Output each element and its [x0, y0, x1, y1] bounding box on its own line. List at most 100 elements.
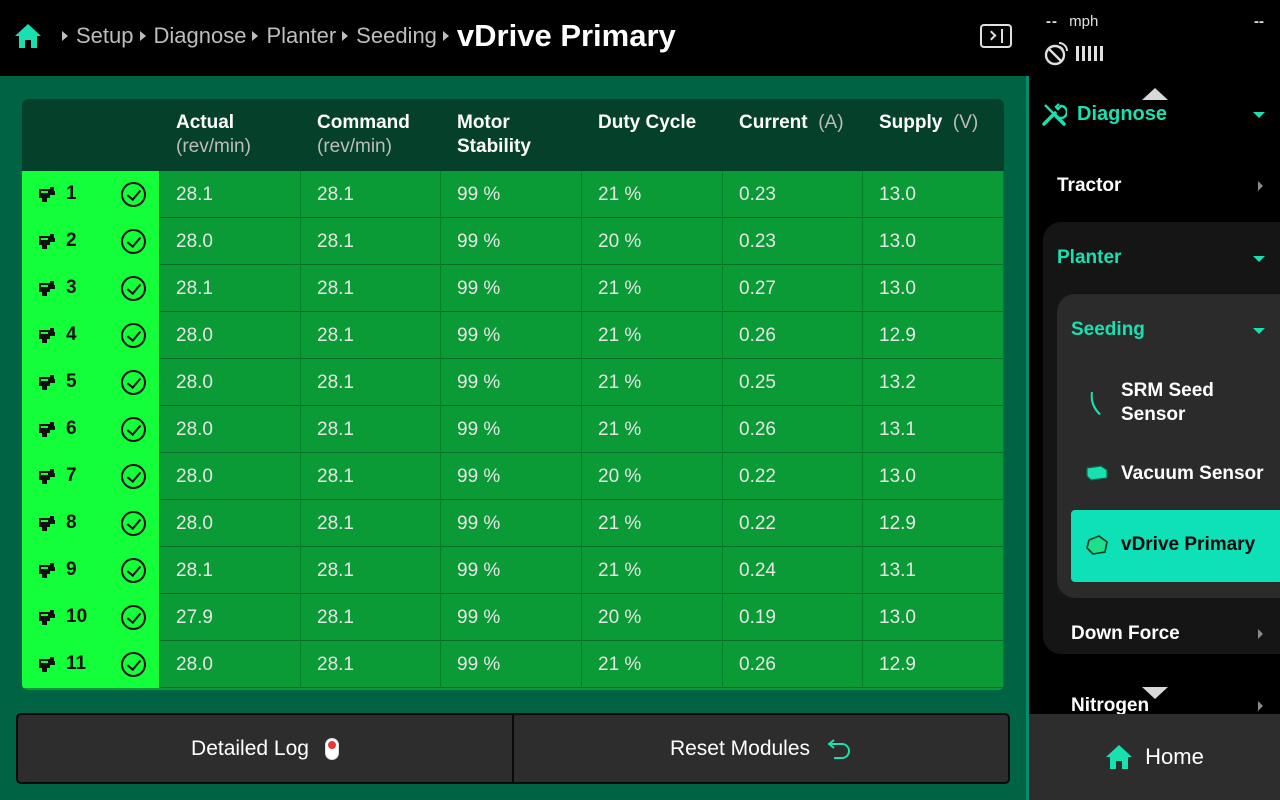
actual-cell: 28.0 [160, 453, 301, 500]
sidebar-item-vacuum-sensor[interactable]: Vacuum Sensor [1121, 463, 1264, 484]
table-row[interactable]: 8 28.0 28.1 99 % 21 % 0.22 12.9 [22, 500, 1004, 547]
row-header: 10 [22, 594, 160, 641]
motor-stability-cell: 99 % [441, 218, 582, 265]
actual-cell: 28.0 [160, 406, 301, 453]
sidebar-item-diagnose-label: Diagnose [1077, 102, 1168, 125]
wrench-screwdriver-icon [1042, 103, 1067, 126]
duty-cycle-cell: 21 % [582, 406, 723, 453]
duty-cycle-cell: 21 % [582, 312, 723, 359]
row-header: 5 [22, 359, 160, 406]
row-number: 10 [66, 606, 88, 627]
supply-cell: 12.9 [863, 312, 1004, 359]
actual-cell: 27.9 [160, 594, 301, 641]
signal-strength-icon [1076, 46, 1103, 61]
home-button[interactable]: Home [1026, 714, 1280, 800]
motor-icon [39, 657, 55, 672]
check-circle-icon [121, 276, 146, 301]
motor-icon [39, 375, 55, 390]
table-row[interactable]: 3 28.1 28.1 99 % 21 % 0.27 13.0 [22, 265, 1004, 312]
current-cell: 0.22 [723, 500, 863, 547]
motor-icon [39, 516, 55, 531]
chevron-right-icon [1258, 181, 1263, 191]
row-header: 8 [22, 500, 160, 547]
supply-cell: 12.9 [863, 500, 1004, 547]
check-circle-icon [121, 417, 146, 442]
chevron-down-icon [1253, 328, 1265, 334]
panel-toggle-icon[interactable] [980, 24, 1012, 48]
scroll-up-icon[interactable] [1142, 88, 1168, 100]
table-row[interactable]: 5 28.0 28.1 99 % 21 % 0.25 13.2 [22, 359, 1004, 406]
supply-cell: 13.1 [863, 406, 1004, 453]
motor-stability-cell: 99 % [441, 406, 582, 453]
status-light-icon [324, 737, 339, 760]
current-cell: 0.24 [723, 547, 863, 594]
supply-cell: 13.1 [863, 547, 1004, 594]
row-header: 1 [22, 171, 160, 218]
column-header-command: Command (rev/min) [317, 112, 410, 157]
motor-stability-cell: 99 % [441, 453, 582, 500]
speed-unit: mph [1069, 13, 1099, 30]
breadcrumb-item-planter[interactable]: Planter [246, 23, 336, 49]
sidebar-item-seeding[interactable]: Seeding [1071, 319, 1145, 340]
vacuum-sensor-icon [1086, 465, 1108, 481]
table-row[interactable]: 10 27.9 28.1 99 % 20 % 0.19 13.0 [22, 594, 1004, 641]
motor-icon [39, 328, 55, 343]
actual-cell: 28.0 [160, 500, 301, 547]
table-row[interactable]: 4 28.0 28.1 99 % 21 % 0.26 12.9 [22, 312, 1004, 359]
row-number: 6 [66, 418, 77, 439]
command-cell: 28.1 [301, 359, 441, 406]
table-row[interactable]: 1 28.1 28.1 99 % 21 % 0.23 13.0 [22, 171, 1004, 218]
sidebar-item-planter[interactable]: Planter [1057, 247, 1122, 268]
row-number: 3 [66, 277, 77, 298]
actual-cell: 28.1 [160, 547, 301, 594]
motor-icon [39, 469, 55, 484]
status-readout-right: -- [1254, 13, 1264, 30]
motor-icon [39, 563, 55, 578]
supply-cell: 13.0 [863, 265, 1004, 312]
current-cell: 0.23 [723, 171, 863, 218]
row-header: 4 [22, 312, 160, 359]
command-cell: 28.1 [301, 594, 441, 641]
scroll-down-icon[interactable] [1142, 687, 1168, 699]
motor-stability-cell: 99 % [441, 547, 582, 594]
command-cell: 28.1 [301, 547, 441, 594]
breadcrumb-item-diagnose[interactable]: Diagnose [134, 23, 246, 49]
motor-stability-cell: 99 % [441, 171, 582, 218]
sidebar-item-tractor[interactable]: Tractor [1057, 175, 1122, 196]
current-cell: 0.22 [723, 453, 863, 500]
column-header-actual: Actual (rev/min) [176, 112, 251, 157]
command-cell: 28.1 [301, 312, 441, 359]
table-row[interactable]: 11 28.0 28.1 99 % 21 % 0.26 12.9 [22, 641, 1004, 688]
table-row[interactable]: 9 28.1 28.1 99 % 21 % 0.24 13.1 [22, 547, 1004, 594]
home-icon[interactable] [14, 22, 42, 50]
motor-stability-cell: 99 % [441, 594, 582, 641]
check-circle-icon [121, 511, 146, 536]
sidebar-item-srm-seed-sensor[interactable]: SRM Seed Sensor [1121, 380, 1214, 425]
command-cell: 28.1 [301, 265, 441, 312]
chevron-right-icon [1258, 701, 1263, 711]
chevron-right-icon [1258, 629, 1263, 639]
sidebar-item-diagnose[interactable]: Diagnose [1041, 98, 1271, 130]
check-circle-icon [121, 464, 146, 489]
row-number: 4 [66, 324, 77, 345]
table-row[interactable]: 7 28.0 28.1 99 % 20 % 0.22 13.0 [22, 453, 1004, 500]
reset-icon [827, 738, 851, 759]
table-row[interactable]: 6 28.0 28.1 99 % 21 % 0.26 13.1 [22, 406, 1004, 453]
breadcrumb-item-setup[interactable]: Setup [56, 23, 134, 49]
duty-cycle-cell: 21 % [582, 359, 723, 406]
row-number: 7 [66, 465, 77, 486]
motor-stability-cell: 99 % [441, 265, 582, 312]
detailed-log-button[interactable]: Detailed Log [18, 715, 512, 782]
sidebar-item-nitrogen[interactable]: Nitrogen [1071, 695, 1150, 714]
reset-modules-button[interactable]: Reset Modules [512, 715, 1008, 782]
sidebar-item-down-force[interactable]: Down Force [1071, 623, 1180, 644]
row-header: 6 [22, 406, 160, 453]
command-cell: 28.1 [301, 218, 441, 265]
chevron-down-icon [1253, 256, 1265, 262]
page-title: vDrive Primary [437, 18, 676, 54]
breadcrumb-item-seeding[interactable]: Seeding [336, 23, 437, 49]
table-row[interactable]: 2 28.0 28.1 99 % 20 % 0.23 13.0 [22, 218, 1004, 265]
row-number: 8 [66, 512, 77, 533]
sidebar-item-vdrive-primary[interactable]: vDrive Primary [1071, 510, 1280, 582]
row-number: 11 [66, 653, 87, 674]
